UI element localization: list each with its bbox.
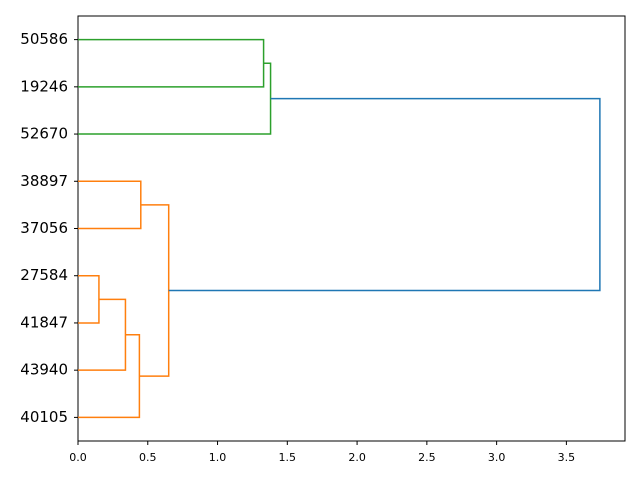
- x-tick-label: 2.0: [348, 451, 366, 464]
- leaf-label: 43940: [20, 361, 68, 379]
- link: [78, 274, 100, 324]
- plot-frame: [77, 15, 626, 442]
- link: [78, 334, 141, 419]
- link: [139, 204, 170, 377]
- x-tick-label: 1.5: [279, 451, 297, 464]
- leaf-label: 50586: [20, 30, 68, 48]
- leaf-label: 27584: [20, 266, 68, 284]
- link: [78, 62, 272, 135]
- link: [78, 298, 127, 371]
- leaf-label: 38897: [20, 172, 68, 190]
- leaf-label: 40105: [20, 408, 68, 426]
- leaf-label: 19246: [20, 77, 68, 95]
- leaf-label: 37056: [20, 219, 68, 237]
- leaf-label: 52670: [20, 125, 68, 143]
- x-tick-label: 0.0: [69, 451, 87, 464]
- x-tick-label: 2.5: [418, 451, 436, 464]
- x-tick-label: 3.5: [558, 451, 576, 464]
- x-tick-label: 3.0: [488, 451, 506, 464]
- x-tick-label: 1.0: [209, 451, 227, 464]
- leaf-label: 41847: [20, 313, 68, 331]
- link: [78, 38, 265, 88]
- link: [78, 180, 142, 230]
- x-tick-label: 0.5: [139, 451, 157, 464]
- link: [168, 97, 601, 292]
